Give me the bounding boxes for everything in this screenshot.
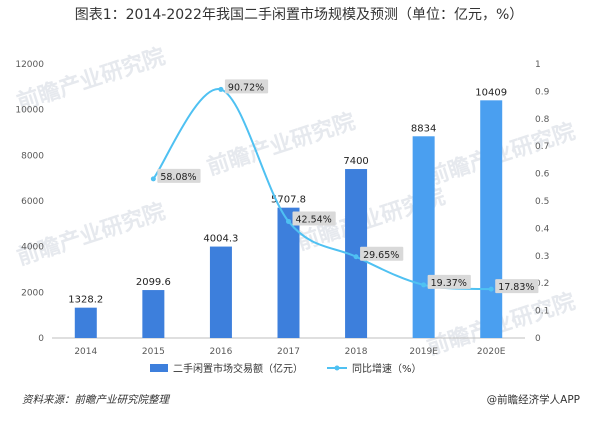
legend-line-marker [334, 365, 340, 371]
source-note: 资料来源：前瞻产业研究院整理 [22, 394, 169, 406]
growth-label-box [224, 79, 269, 94]
growth-point [421, 282, 427, 288]
y-right-tick-label: 0.8 [535, 115, 550, 125]
bar-value-label: 10409 [475, 87, 507, 98]
watermark-logo: 前瞻产业研究院 [14, 198, 169, 270]
watermark-logo: 前瞻产业研究院 [204, 108, 359, 180]
legend-bar-label: 二手闲置市场交易额（亿元） [173, 362, 303, 375]
growth-label-box [495, 279, 539, 294]
growth-label-box [292, 211, 336, 226]
chart-title: 图表1：2014-2022年我国二手闲置市场规模及预测（单位：亿元，%） [74, 7, 524, 23]
growth-point [353, 254, 359, 260]
growth-point [488, 286, 494, 292]
y-right-tick-label: 0.3 [535, 252, 549, 262]
growth-value-label: 90.72% [228, 82, 264, 93]
y-right-tick-label: 1 [535, 60, 541, 70]
x-tick-label: 2014 [74, 347, 97, 357]
bar [412, 136, 435, 338]
x-tick-label: 2018 [345, 347, 368, 357]
y-left-tick-label: 0 [38, 334, 44, 344]
growth-value-label: 42.54% [296, 214, 332, 225]
growth-label-box [427, 274, 471, 289]
y-left-tick-label: 6000 [21, 197, 44, 207]
y-right-tick-label: 0.5 [535, 197, 549, 207]
y-right-tick-label: 0.1 [535, 307, 549, 317]
bar [345, 169, 368, 338]
growth-label-box [157, 168, 201, 183]
y-right-tick-label: 0.2 [535, 279, 549, 289]
bar-value-label: 5707.8 [271, 195, 306, 206]
y-right-tick-label: 0.6 [535, 170, 550, 180]
growth-value-label: 17.83% [498, 282, 534, 293]
growth-point [218, 86, 224, 92]
growth-value-label: 58.08% [160, 172, 196, 183]
growth-value-label: 29.65% [363, 250, 399, 261]
bar [277, 207, 300, 338]
x-tick-label: 2020E [477, 347, 506, 357]
bar [142, 290, 165, 338]
y-left-tick-label: 8000 [21, 151, 44, 161]
bar-value-label: 4004.3 [203, 234, 238, 245]
x-tick-label: 2017 [277, 347, 300, 357]
y-left-tick-label: 10000 [15, 106, 44, 116]
bar-value-label: 8834 [411, 123, 436, 134]
bar-value-label: 1328.2 [68, 295, 103, 306]
bar-value-label: 7400 [343, 156, 368, 167]
bar-value-label: 2099.6 [136, 277, 171, 288]
y-right-tick-label: 0 [535, 334, 541, 344]
y-left-tick-label: 12000 [15, 60, 44, 70]
brand-credit: @前瞻经济学人APP [486, 394, 580, 406]
y-right-tick-label: 0.9 [535, 87, 550, 97]
bar [74, 307, 97, 338]
y-left-tick-label: 4000 [21, 243, 44, 253]
x-tick-label: 2015 [142, 347, 165, 357]
x-tick-label: 2016 [209, 347, 232, 357]
bar [209, 246, 232, 338]
legend-bar-swatch [150, 364, 168, 372]
y-right-tick-label: 0.7 [535, 142, 549, 152]
bar [480, 100, 503, 338]
growth-label-box [360, 246, 404, 261]
y-right-tick-label: 0.4 [535, 224, 550, 234]
growth-point [286, 218, 291, 224]
y-left-tick-label: 2000 [21, 288, 44, 298]
growth-value-label: 19.37% [431, 278, 467, 289]
growth-point [150, 176, 156, 182]
x-tick-label: 2019E [409, 347, 438, 357]
legend-line-label: 同比增速（%） [352, 362, 422, 375]
